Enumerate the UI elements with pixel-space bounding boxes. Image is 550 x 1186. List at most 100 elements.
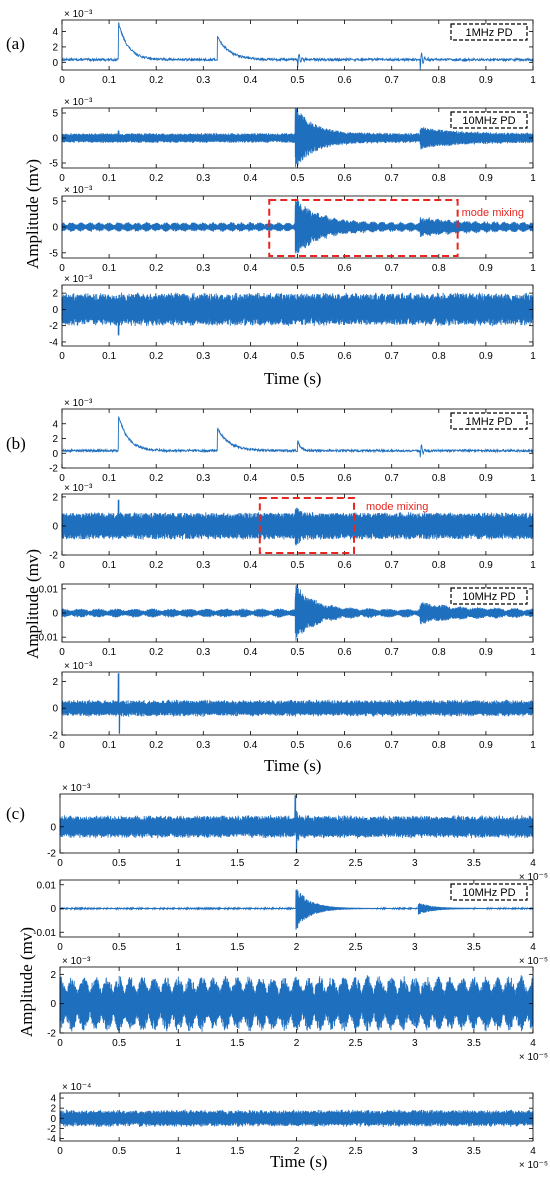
mode-mixing-box [268,199,459,257]
mode-mixing-box [258,497,356,554]
x-tick-label: 0 [57,1146,63,1157]
x-tick-label: 0.5 [291,647,305,658]
signal-trace-1 [61,22,534,70]
group-c-xlabel: Time (s) [270,1152,328,1171]
x-tick-label: 0.8 [432,647,446,658]
y-tick-label: 5 [52,197,58,208]
subplot-2: 0 0.1 0.2 0.3 0.4 0.5 0.6 0.7 0.8 0.9 150-5× 10⁻³1… [49,97,536,184]
x-tick-label: 0.4 [243,173,257,184]
x-tick-label: 2.5 [349,858,363,869]
subplot-4: 0 0.1 0.2 0.3 0.4 0.5 0.6 0.7 0.8 0.9 1 2 0 -2 -4 × 10⁻… [49,274,536,362]
legend-box [450,23,528,41]
x-tick-label: 0.5 [291,473,305,484]
x-tick-label: 0.5 [291,351,305,362]
x-tick-label: 1 [530,351,536,362]
x-tick-label: 3.5 [467,1146,481,1157]
legend-label: 1MHz PD [465,416,512,428]
y-tick-label: -2 [49,551,58,562]
x-tick-label: 1 [175,1146,181,1157]
x-tick-label: 0.2 [149,473,163,484]
x-tick-label: 1 [175,1038,181,1049]
x-tick-label: 1.5 [230,942,244,953]
x-tick-label: 1 [530,473,536,484]
x-tick-label: 0.5 [112,1146,126,1157]
y-tick-label: -2 [47,1029,56,1040]
x-tick-label: 0.2 [149,740,163,751]
x-tick-label: 3 [412,1038,418,1049]
x-tick-label: 0.3 [196,263,210,274]
x-tick-label: 0.2 [149,263,163,274]
mode-mixing-label: mode mixing [462,207,524,219]
x-tick-label: 0.6 [338,75,352,86]
x-tick-label: 0.3 [196,647,210,658]
x-tick-label: 0.7 [385,351,399,362]
y-tick-label: -5 [49,159,58,170]
x-tick-label: 0.8 [432,351,446,362]
x-tick-label: 0.1 [102,351,116,362]
x-tick-label: 1.5 [230,858,244,869]
x-tick-label: 0.4 [243,560,257,571]
x-tick-label: 0.9 [479,647,493,658]
x-tick-label: 2.5 [349,1038,363,1049]
x-tick-label: 0 [57,858,63,869]
x-tick-label: 0.6 [338,351,352,362]
x-tick-label: 0.3 [196,75,210,86]
y-tick-label: 2 [52,289,58,300]
x-tick-label: 3 [412,858,418,869]
y-tick-label: 4 [50,1094,56,1105]
x-tick-label: 0.5 [112,1038,126,1049]
x-tick-label: 0.8 [432,75,446,86]
x-tick-label: 0.1 [102,173,116,184]
x-tick-label: 0.3 [196,473,210,484]
x-tick-label: 0.4 [243,647,257,658]
x-tick-label: 0 [59,647,65,658]
x-tick-label: 0.5 [291,173,305,184]
x-tick-label: 2.5 [349,942,363,953]
x-tick-label: 1 [530,173,536,184]
x-tick-label: 0.6 [338,740,352,751]
y-tick-label: 0 [52,609,58,620]
legend-label: 10MHz PD [462,887,515,899]
legend-label: 10MHz PD [462,591,515,603]
x-tick-label: 0.2 [149,351,163,362]
x-tick-label: 1 [530,560,536,571]
x-tick-label: 0.2 [149,173,163,184]
y-tick-label: 0 [52,704,58,715]
signal-trace-3 [61,198,534,254]
y-tick-label: -2 [49,321,58,332]
x-tick-label: 0.8 [432,473,446,484]
x-tick-label: 0.5 [291,263,305,274]
y-tick-label: 0 [52,58,58,69]
signal-trace-5 [61,416,534,458]
y-exponent-label: × 10⁻³ [64,97,93,108]
y-tick-label: 0 [50,904,56,915]
x-tick-label: 0 [57,942,63,953]
x-exponent-label: × 10⁻⁵ [519,1052,548,1063]
x-exponent-label: × 10⁻⁵ [519,872,548,883]
x-tick-label: 1 [530,647,536,658]
x-tick-label: 0 [59,740,65,751]
x-tick-label: 0.7 [385,173,399,184]
signal-trace-7 [61,584,534,641]
x-tick-label: 3.5 [467,1038,481,1049]
x-tick-label: 0.6 [338,173,352,184]
y-tick-label: 0 [52,449,58,460]
subplot-11: 0 0.5 1 1.5 2 2.5 3 3.5 420-2× 10⁻³× 10⁻⁵ [47,956,548,1063]
x-tick-label: 0.7 [385,647,399,658]
group-b-xlabel: Time (s) [264,756,322,775]
subplot-8: 0 0.1 0.2 0.3 0.4 0.5 0.6 0.7 0.8 0.9 120-2× 10⁻³ [49,661,536,751]
x-tick-label: 0.3 [196,560,210,571]
group-b-ylabel: Amplitude (mv) [23,549,42,660]
x-tick-label: 1 [530,263,536,274]
mode-mixing-label: mode mixing [366,501,428,513]
x-tick-label: 3 [412,942,418,953]
x-tick-label: 2 [294,858,300,869]
x-tick-label: 0.4 [243,351,257,362]
x-tick-label: 0.1 [102,263,116,274]
x-tick-label: 0.9 [479,75,493,86]
x-tick-label: 0.2 [149,560,163,571]
y-exponent-label: × 10⁻³ [62,956,91,967]
